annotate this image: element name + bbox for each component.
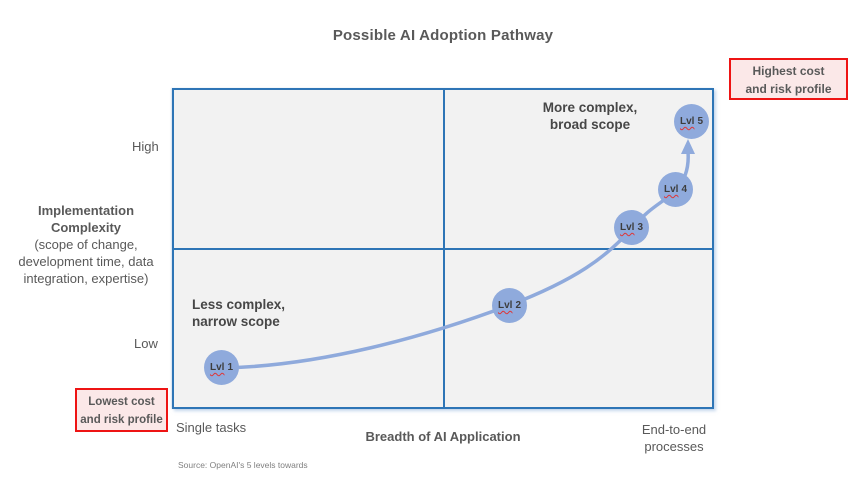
highest-cost-line1: Highest cost xyxy=(752,64,825,78)
level-3-num: 3 xyxy=(637,222,643,233)
lower-annotation-line1: Less complex, xyxy=(192,297,286,312)
level-2-word: Lvl xyxy=(497,300,513,311)
level-4-num: 4 xyxy=(681,184,687,195)
x-axis-left-label: Single tasks xyxy=(176,420,247,435)
source-note: Source: OpenAI's 5 levels towards xyxy=(178,460,308,470)
x-axis-right-line2: processes xyxy=(644,439,704,454)
y-axis-high-label: High xyxy=(132,139,159,154)
level-1-marker: Lvl 1 xyxy=(204,350,239,385)
upper-annotation-line2: broad scope xyxy=(549,116,631,132)
y-axis-subtitle-line1: (scope of change, xyxy=(34,237,138,252)
level-3-word: Lvl xyxy=(619,222,635,233)
level-3-marker: Lvl 3 xyxy=(614,210,649,245)
upper-right-annotation: More complex, broad scope xyxy=(527,100,653,133)
y-axis-title-line2: Complexity xyxy=(50,220,122,235)
level-1-word: Lvl xyxy=(209,362,225,373)
y-axis-title: Implementation Complexity (scope of chan… xyxy=(1,202,171,287)
level-5-marker: Lvl 5 xyxy=(674,104,709,139)
level-2-num: 2 xyxy=(515,300,521,311)
level-5-word: Lvl xyxy=(679,116,695,127)
lower-annotation-line2: narrow scope xyxy=(192,313,280,329)
y-axis-low-label: Low xyxy=(134,336,158,351)
quadrant-plot-area xyxy=(172,88,714,409)
upper-annotation-line1: More complex, xyxy=(542,100,638,115)
lowest-cost-line1: Lowest cost xyxy=(88,396,155,408)
y-axis-subtitle-line3: integration, expertise) xyxy=(23,271,149,286)
lowest-cost-callout: Lowest cost and risk profile xyxy=(75,388,168,432)
highest-cost-callout: Highest cost and risk profile xyxy=(729,58,848,100)
x-axis-right-line1: End-to-end xyxy=(641,422,707,437)
level-4-word: Lvl xyxy=(663,184,679,195)
horizontal-quadrant-divider xyxy=(174,248,712,250)
level-1-num: 1 xyxy=(227,362,233,373)
level-4-marker: Lvl 4 xyxy=(658,172,693,207)
x-axis-title: Breadth of AI Application xyxy=(365,429,521,444)
y-axis-subtitle-line2: development time, data xyxy=(18,254,154,269)
highest-cost-line2: and risk profile xyxy=(745,82,832,96)
x-axis-right-label: End-to-end processes xyxy=(614,421,734,455)
y-axis-title-line1: Implementation xyxy=(37,203,135,218)
level-2-marker: Lvl 2 xyxy=(492,288,527,323)
lowest-cost-line2: and risk profile xyxy=(80,414,163,426)
level-5-num: 5 xyxy=(697,116,703,127)
lower-left-annotation: Less complex, narrow scope xyxy=(192,297,285,330)
chart-title: Possible AI Adoption Pathway xyxy=(332,27,554,44)
